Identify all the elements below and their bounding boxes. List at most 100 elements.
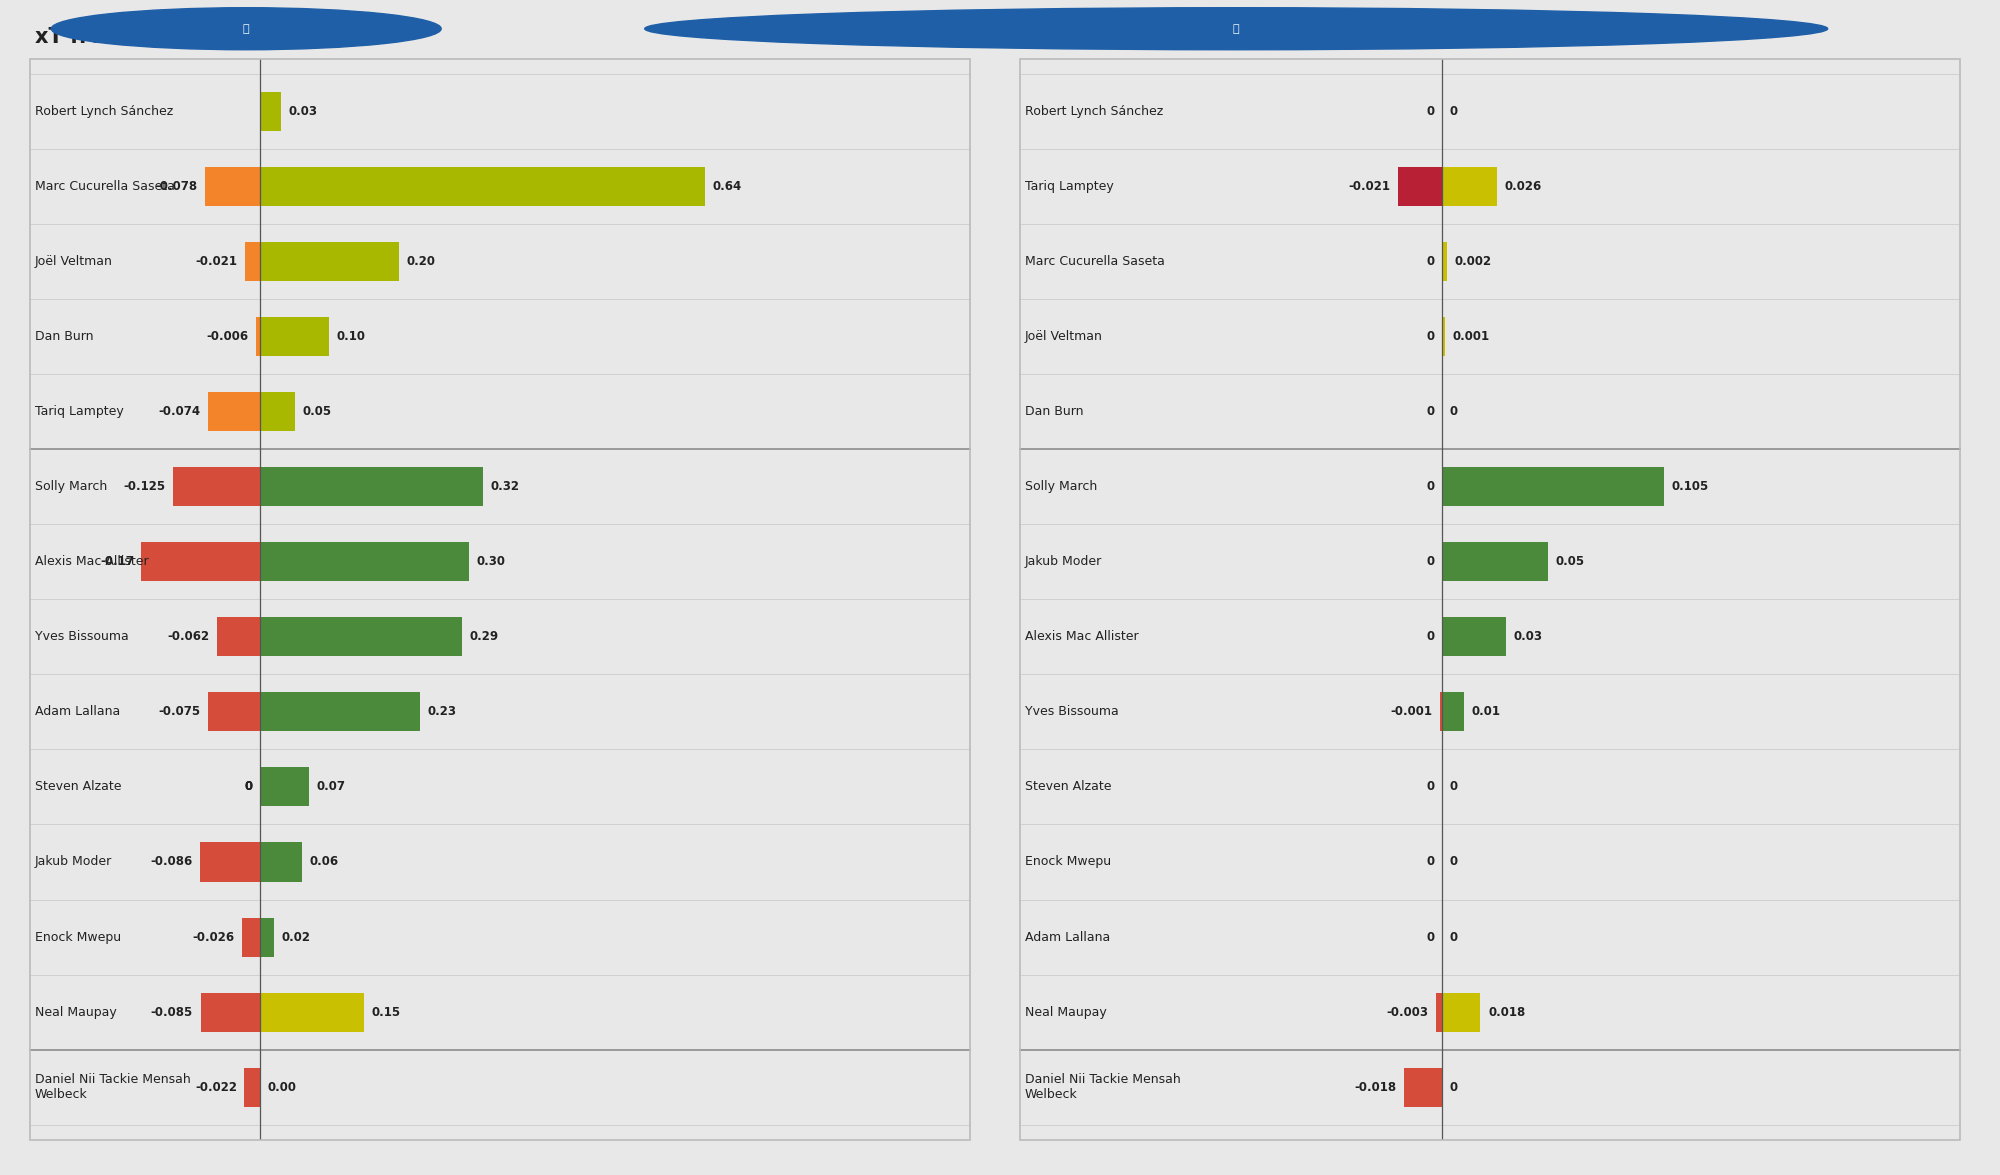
Text: Marc Cucurella Saseta: Marc Cucurella Saseta	[34, 180, 174, 193]
Bar	[1442, 317, 1444, 356]
Bar	[172, 468, 260, 506]
Bar	[216, 617, 260, 657]
Text: 0.20: 0.20	[406, 255, 436, 268]
Circle shape	[52, 8, 442, 49]
Text: -0.026: -0.026	[192, 931, 234, 944]
Text: Marc Cucurella Saseta: Marc Cucurella Saseta	[1024, 255, 1164, 268]
Text: 0: 0	[1426, 780, 1434, 793]
Text: Robert Lynch Sánchez: Robert Lynch Sánchez	[34, 105, 172, 118]
Text: 0: 0	[1426, 855, 1434, 868]
Text: Tariq Lamptey: Tariq Lamptey	[34, 405, 124, 418]
Text: ⚽: ⚽	[242, 24, 250, 34]
Text: Joël Veltman: Joël Veltman	[1024, 330, 1102, 343]
Bar	[208, 692, 260, 731]
Text: -0.003: -0.003	[1386, 1006, 1428, 1019]
Text: 0: 0	[1450, 855, 1458, 868]
Bar	[1442, 617, 1506, 657]
Text: ⚽: ⚽	[1232, 24, 1240, 34]
Bar	[260, 842, 302, 881]
Text: 0: 0	[1450, 405, 1458, 418]
Text: Steven Alzate: Steven Alzate	[1024, 780, 1112, 793]
Text: 0: 0	[1426, 330, 1434, 343]
Bar	[260, 918, 274, 956]
Text: Adam Lallana: Adam Lallana	[34, 705, 120, 718]
Text: -0.006: -0.006	[206, 330, 248, 343]
Bar	[1442, 167, 1498, 206]
Text: -0.074: -0.074	[158, 405, 200, 418]
Text: Joël Veltman: Joël Veltman	[34, 255, 112, 268]
Bar	[256, 317, 260, 356]
Text: 0.02: 0.02	[282, 931, 310, 944]
Text: -0.062: -0.062	[166, 630, 210, 643]
Text: Neal Maupay: Neal Maupay	[34, 1006, 116, 1019]
Text: -0.001: -0.001	[1390, 705, 1432, 718]
Text: -0.021: -0.021	[196, 255, 238, 268]
Text: xT from Dribbles: xT from Dribbles	[1024, 27, 1222, 47]
Text: -0.075: -0.075	[158, 705, 200, 718]
Text: 0: 0	[1426, 931, 1434, 944]
Bar	[1404, 1068, 1442, 1107]
Bar	[260, 468, 482, 506]
Text: Dan Burn: Dan Burn	[34, 330, 94, 343]
Text: Enock Mwepu: Enock Mwepu	[1024, 855, 1110, 868]
Text: Daniel Nii Tackie Mensah
Welbeck: Daniel Nii Tackie Mensah Welbeck	[34, 1073, 190, 1101]
Text: Jakub Moder: Jakub Moder	[34, 855, 112, 868]
Bar	[206, 167, 260, 206]
Circle shape	[644, 8, 1828, 49]
Bar	[1442, 242, 1446, 281]
Text: 0: 0	[1450, 105, 1458, 118]
Bar	[1442, 692, 1464, 731]
Text: 0: 0	[1426, 255, 1434, 268]
Text: 0.05: 0.05	[1556, 556, 1584, 569]
Text: Tariq Lamptey: Tariq Lamptey	[1024, 180, 1114, 193]
Text: 0.32: 0.32	[490, 481, 520, 494]
Text: Alexis Mac Allister: Alexis Mac Allister	[34, 556, 148, 569]
Bar	[260, 92, 280, 130]
Text: 0.105: 0.105	[1672, 481, 1710, 494]
Text: 0: 0	[1450, 780, 1458, 793]
Text: 0.00: 0.00	[268, 1081, 296, 1094]
Text: 0: 0	[244, 780, 252, 793]
Text: 0.01: 0.01	[1472, 705, 1500, 718]
Text: Neal Maupay: Neal Maupay	[1024, 1006, 1106, 1019]
Text: 0.10: 0.10	[336, 330, 366, 343]
Text: -0.086: -0.086	[150, 855, 192, 868]
Bar	[1440, 692, 1442, 731]
Text: -0.17: -0.17	[100, 556, 134, 569]
Bar	[260, 542, 468, 582]
Text: 0.23: 0.23	[428, 705, 456, 718]
Text: 0.30: 0.30	[476, 556, 506, 569]
Bar	[1442, 468, 1664, 506]
Text: 0.03: 0.03	[1514, 630, 1542, 643]
Bar	[244, 1068, 260, 1107]
Text: Robert Lynch Sánchez: Robert Lynch Sánchez	[1024, 105, 1162, 118]
Text: 0: 0	[1426, 556, 1434, 569]
Text: -0.018: -0.018	[1354, 1081, 1396, 1094]
Bar	[260, 167, 706, 206]
Bar	[1436, 993, 1442, 1032]
Text: Yves Bissouma: Yves Bissouma	[34, 630, 128, 643]
Text: Solly March: Solly March	[1024, 481, 1096, 494]
Text: Steven Alzate: Steven Alzate	[34, 780, 122, 793]
Bar	[142, 542, 260, 582]
Text: -0.125: -0.125	[124, 481, 166, 494]
Bar	[260, 317, 330, 356]
Text: 0: 0	[1426, 481, 1434, 494]
Bar	[260, 767, 308, 806]
Bar	[260, 392, 294, 431]
Text: 0: 0	[1426, 630, 1434, 643]
Bar	[200, 993, 260, 1032]
Text: -0.085: -0.085	[150, 1006, 194, 1019]
Bar	[260, 692, 420, 731]
Bar	[246, 242, 260, 281]
Bar	[1442, 542, 1548, 582]
Text: -0.078: -0.078	[156, 180, 198, 193]
Bar	[1398, 167, 1442, 206]
Text: -0.022: -0.022	[194, 1081, 236, 1094]
Text: Enock Mwepu: Enock Mwepu	[34, 931, 120, 944]
Text: 0.64: 0.64	[712, 180, 742, 193]
Bar	[208, 392, 260, 431]
Text: 0.06: 0.06	[310, 855, 338, 868]
Text: Yves Bissouma: Yves Bissouma	[1024, 705, 1118, 718]
Bar	[242, 918, 260, 956]
